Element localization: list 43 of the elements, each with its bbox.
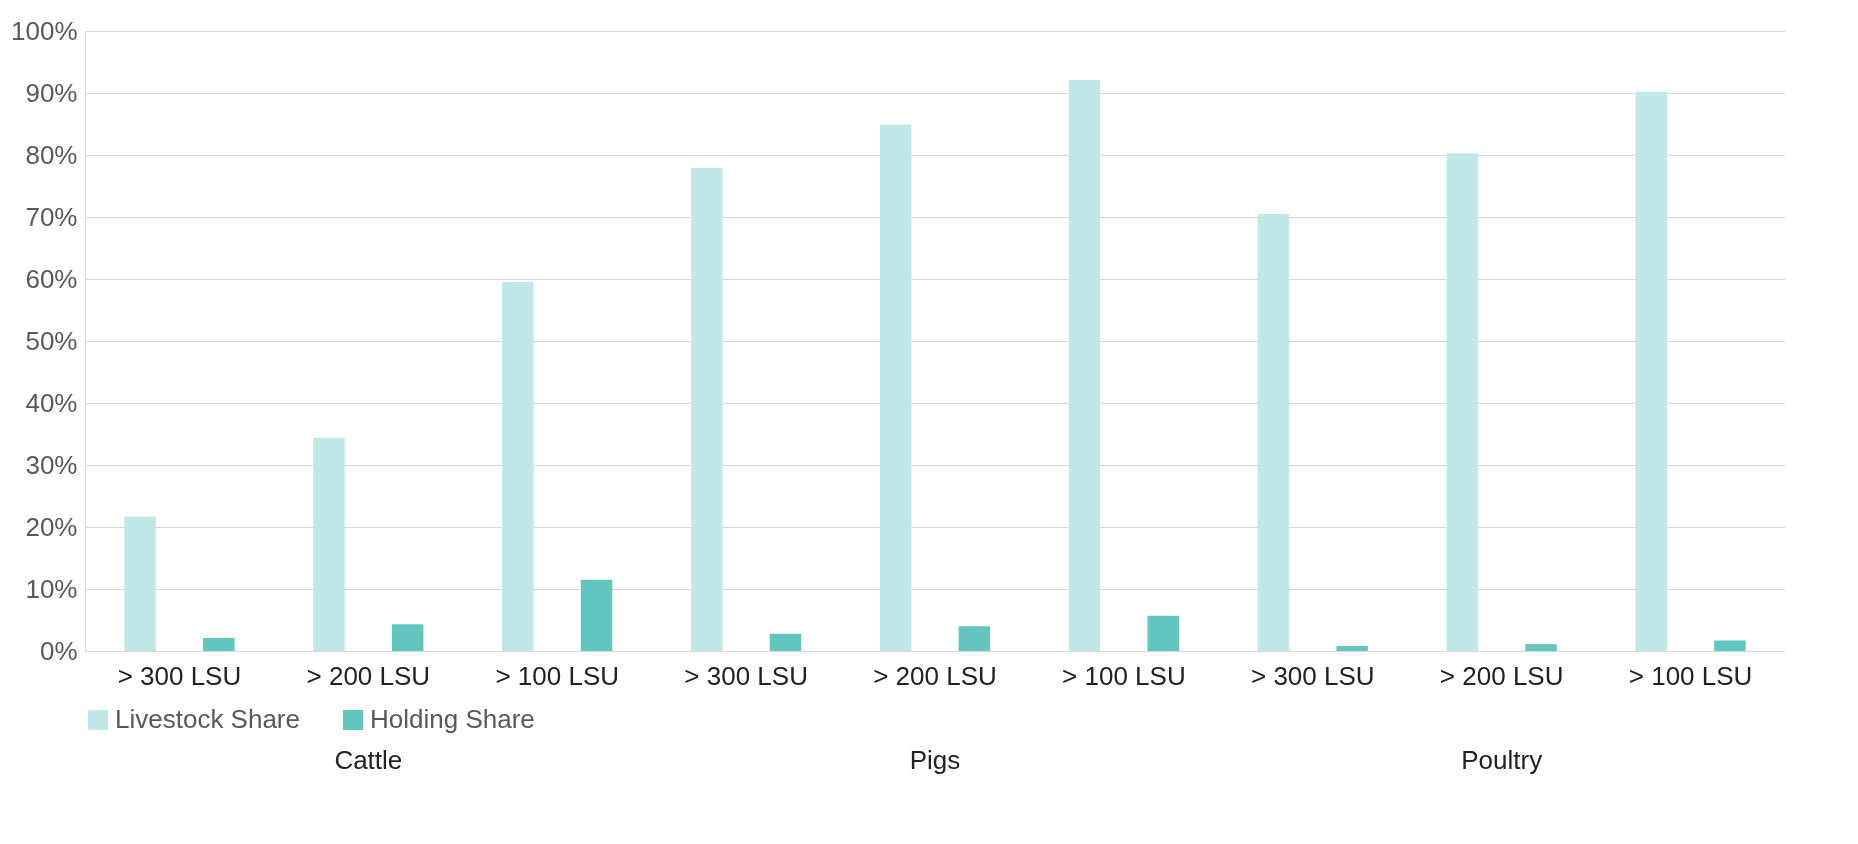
- bar: [1336, 646, 1368, 651]
- bar: [1635, 91, 1667, 651]
- y-tick-label: 0%: [39, 635, 78, 666]
- text: Pigs: [909, 745, 961, 775]
- bar: [1068, 79, 1101, 651]
- bar: [1714, 640, 1746, 651]
- bar: [391, 624, 424, 651]
- bar: [313, 437, 345, 651]
- y-tick-label: 50%: [25, 325, 78, 356]
- bar: [769, 633, 802, 651]
- bar: [1525, 644, 1557, 651]
- bar: [691, 168, 723, 651]
- x-tick-label: > 200 LSU: [873, 660, 997, 691]
- y-tick-label: 30%: [25, 449, 78, 480]
- bar: [1147, 615, 1179, 651]
- legend-label: Livestock Share: [115, 704, 300, 734]
- bar: [203, 637, 235, 651]
- bar: [124, 516, 156, 651]
- legend-label: Holding Share: [370, 704, 535, 734]
- bar: [580, 579, 613, 651]
- bar: [1446, 153, 1479, 651]
- x-tick-label: > 200 LSU: [306, 660, 431, 691]
- x-tick-label: > 100 LSU: [1062, 660, 1186, 691]
- x-tick-label: > 100 LSU: [495, 660, 620, 691]
- y-tick-label: 70%: [25, 201, 78, 232]
- bar: [1257, 213, 1290, 651]
- x-tick-label: > 100 LSU: [1628, 660, 1753, 691]
- text: Poultry: [1461, 745, 1543, 775]
- x-tick-label: > 300 LSU: [684, 660, 808, 691]
- bar: [502, 282, 534, 651]
- text: Cattle: [334, 745, 403, 775]
- x-tick-label: > 300 LSU: [1250, 660, 1375, 691]
- bar: [958, 626, 991, 651]
- y-tick-label: 80%: [25, 139, 78, 170]
- y-tick-label: 90%: [25, 77, 78, 108]
- bar: [879, 124, 912, 651]
- x-tick-label: > 300 LSU: [117, 660, 242, 691]
- y-tick-label: 20%: [25, 511, 78, 542]
- y-tick-label: 60%: [25, 263, 78, 294]
- y-tick-label: 10%: [25, 573, 78, 604]
- y-tick-label: 40%: [25, 387, 78, 418]
- y-tick-label: 100%: [11, 15, 78, 46]
- x-tick-label: > 200 LSU: [1439, 660, 1564, 691]
